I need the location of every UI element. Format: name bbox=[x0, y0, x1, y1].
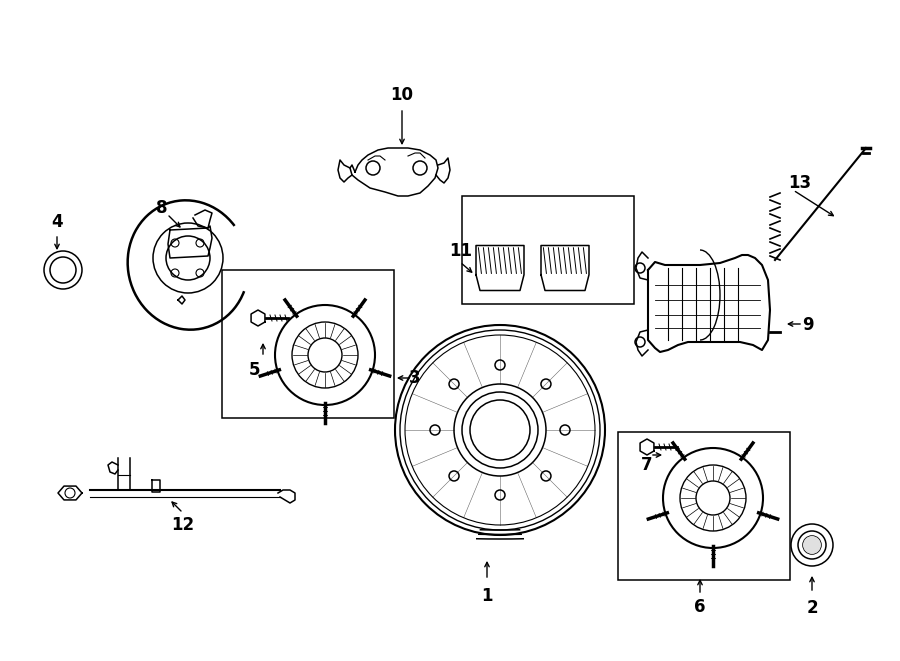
Text: 7: 7 bbox=[641, 456, 652, 474]
Text: 13: 13 bbox=[788, 174, 812, 192]
Text: 10: 10 bbox=[391, 86, 413, 104]
Bar bbox=[618, 432, 790, 580]
Text: 1: 1 bbox=[482, 587, 493, 605]
Text: 12: 12 bbox=[171, 516, 194, 534]
Bar bbox=[462, 196, 634, 304]
Bar bbox=[222, 270, 394, 418]
Circle shape bbox=[803, 536, 821, 554]
Text: 6: 6 bbox=[694, 598, 706, 616]
Text: 3: 3 bbox=[410, 369, 421, 387]
Text: 5: 5 bbox=[249, 361, 261, 379]
Text: 4: 4 bbox=[51, 213, 63, 231]
Text: 8: 8 bbox=[157, 199, 167, 217]
Text: 11: 11 bbox=[449, 242, 473, 260]
Text: 9: 9 bbox=[802, 316, 814, 334]
Text: 2: 2 bbox=[806, 599, 818, 617]
